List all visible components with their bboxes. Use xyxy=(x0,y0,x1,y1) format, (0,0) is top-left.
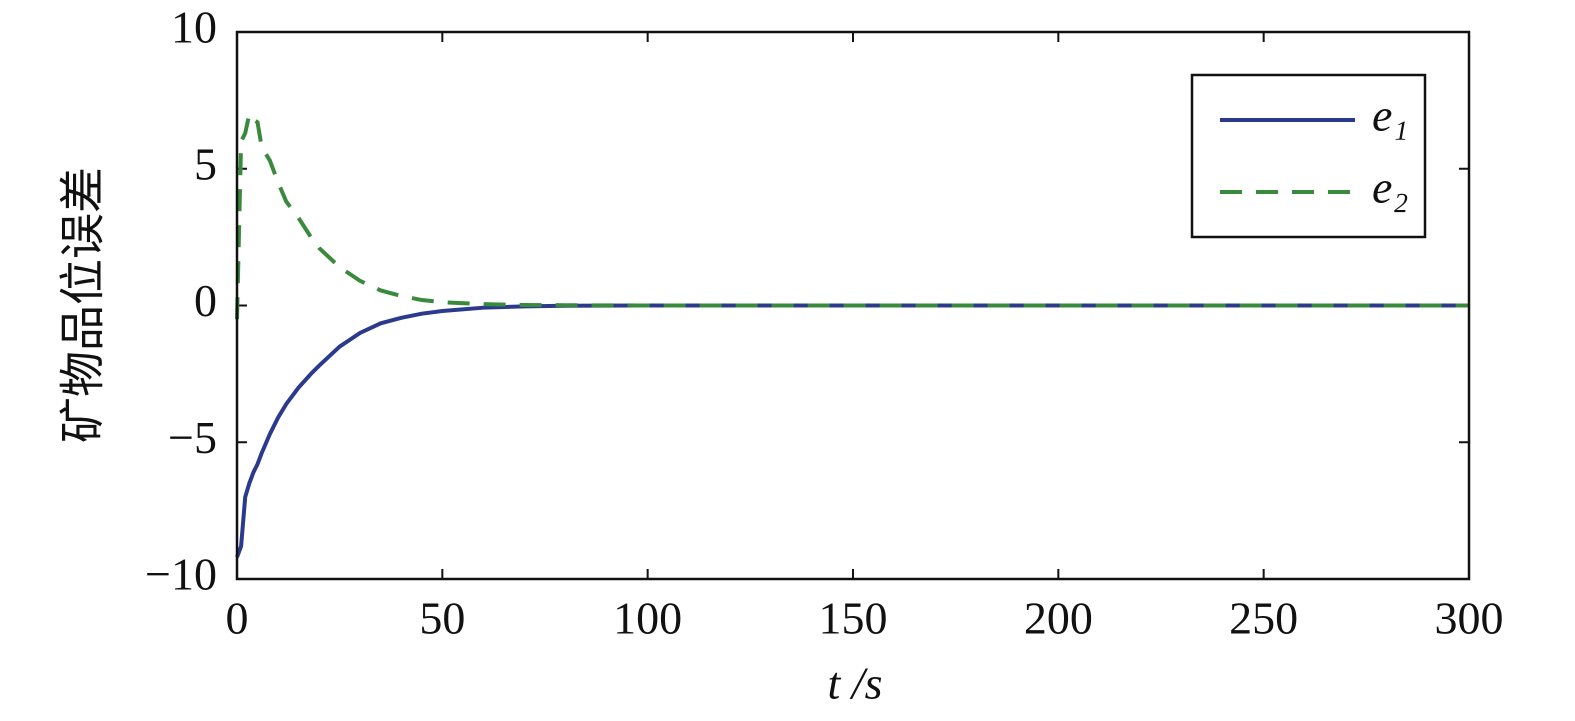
y-tick-label: −10 xyxy=(145,549,217,600)
x-tick-label: 150 xyxy=(819,593,888,644)
x-tick-label: 0 xyxy=(226,593,249,644)
x-tick-label: 50 xyxy=(419,593,465,644)
y-axis-label: 矿物品位误差 xyxy=(58,167,109,443)
series-line xyxy=(235,303,1469,558)
x-axis-label: t /s xyxy=(828,658,883,709)
y-tick-label: 0 xyxy=(194,275,217,326)
plot-frame xyxy=(235,30,1471,581)
legend-box xyxy=(1190,73,1427,239)
x-tick-label: 100 xyxy=(613,593,682,644)
x-tick-label: 300 xyxy=(1435,593,1504,644)
x-tick-label: 200 xyxy=(1024,593,1093,644)
legend-label: e₁ xyxy=(1372,90,1408,141)
y-tick-label: −5 xyxy=(168,412,217,463)
y-tick-label: 5 xyxy=(194,138,217,189)
x-tick-label: 250 xyxy=(1229,593,1298,644)
legend-label: e₂ xyxy=(1372,162,1408,213)
y-tick-label: 10 xyxy=(171,2,217,53)
